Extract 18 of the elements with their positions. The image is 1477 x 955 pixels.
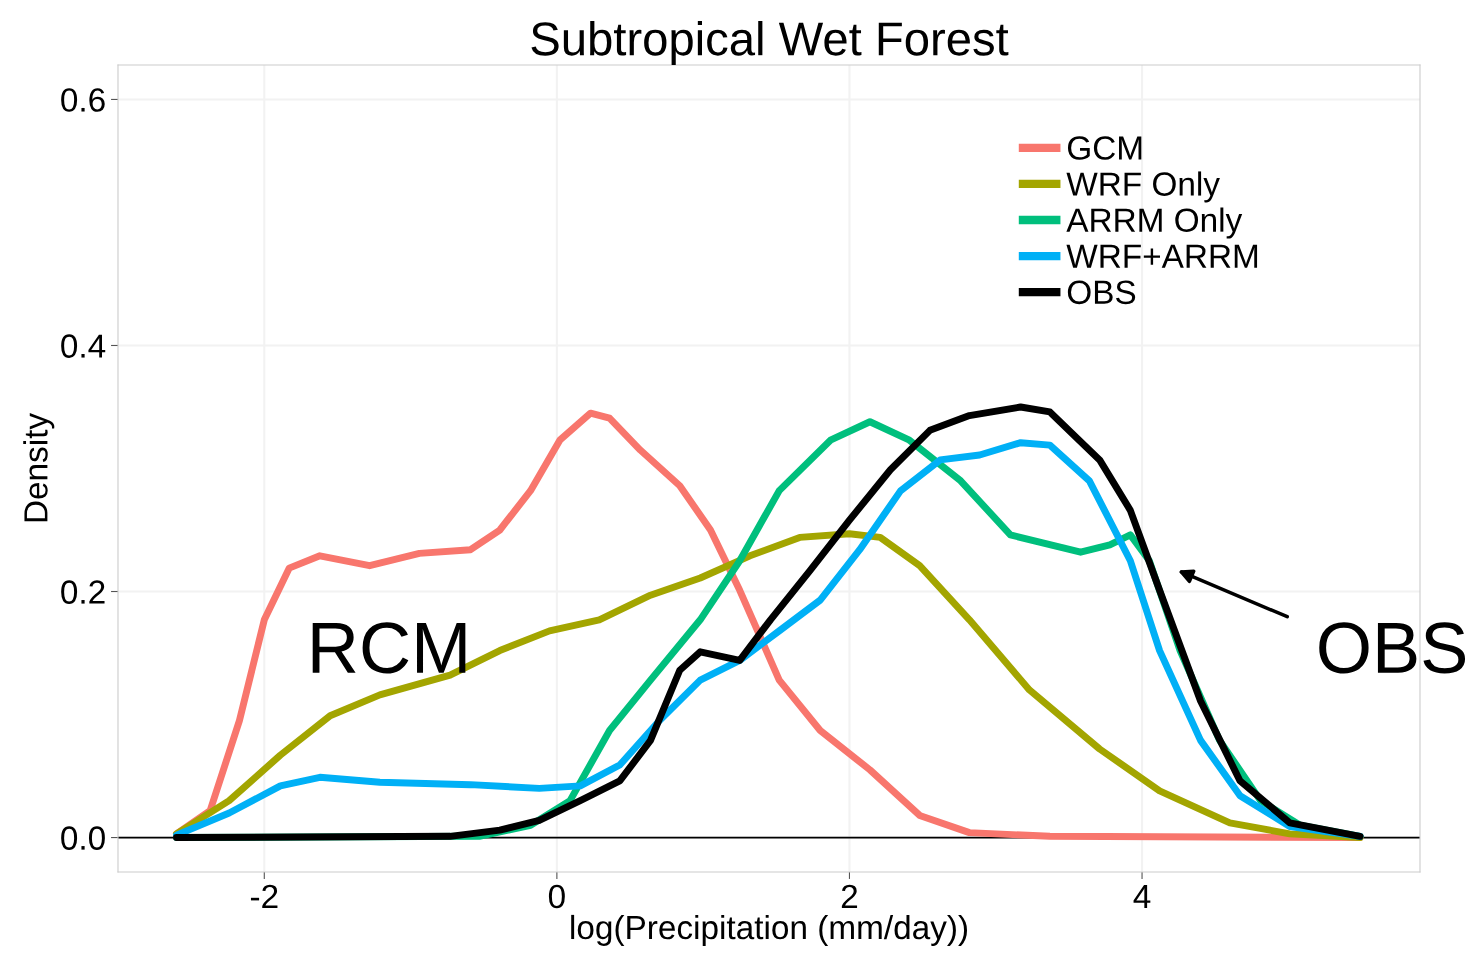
legend-label: ARRM Only (1066, 207, 1243, 239)
legend-label: WRF+ARRM (1066, 244, 1258, 268)
y-tick-label: 0.6 (61, 88, 105, 112)
x-axis-title: log(Precipitation (mm/day)) (571, 914, 967, 946)
y-tick-label: 0.2 (61, 580, 105, 604)
annotation: RCM (312, 622, 466, 674)
chart-title: Subtropical Wet Forest (531, 20, 1009, 65)
legend-label: WRF Only (1066, 171, 1220, 203)
y-tick-label: 0.0 (61, 826, 105, 850)
y-axis-title: Density (23, 412, 55, 522)
x-tick-label: 2 (841, 884, 858, 908)
x-tick-label: 0 (548, 884, 565, 909)
x-tick-label: -2 (250, 884, 278, 908)
legend-label: GCM (1067, 136, 1142, 160)
legend-label: OBS (1067, 280, 1136, 305)
y-tick-label: 0.4 (61, 334, 106, 358)
x-tick-label: 4 (1133, 885, 1151, 908)
annotation: OBS (1319, 622, 1466, 674)
